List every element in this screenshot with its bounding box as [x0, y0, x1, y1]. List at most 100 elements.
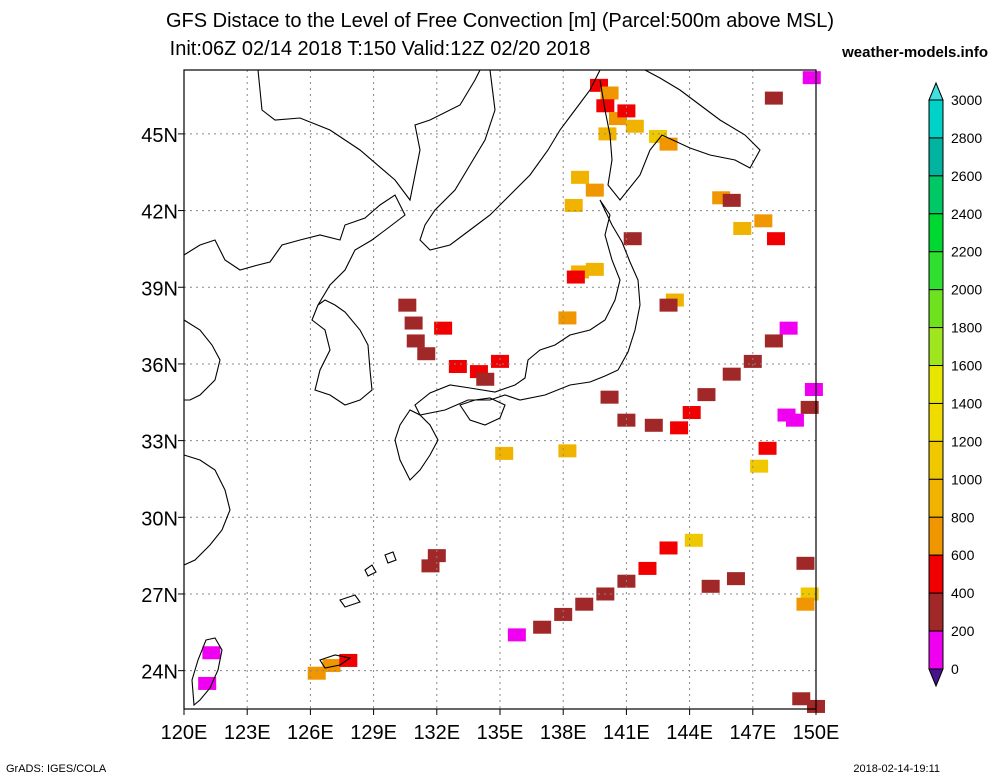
lat-tick-label: 33N [141, 432, 178, 454]
field-cell [670, 421, 689, 435]
field-cell [733, 221, 752, 235]
lon-tick-label: 129E [350, 722, 397, 744]
coastline [384, 551, 397, 564]
coastline [183, 194, 406, 306]
colorbar-label: 2800 [951, 130, 982, 146]
field-cell [554, 607, 573, 621]
colorbar-label: 2600 [951, 168, 982, 184]
coastline [191, 637, 223, 707]
lon-tick-label: 132E [413, 722, 460, 744]
field-cell [421, 559, 440, 573]
lat-tick-label: 24N [141, 662, 178, 684]
coastline [183, 454, 231, 566]
field-cell [307, 666, 326, 680]
field-cell [623, 232, 642, 246]
field-cell [406, 334, 425, 348]
colorbar-segment [928, 99, 944, 139]
field-cell [564, 198, 583, 212]
lat-tick-label: 45N [141, 125, 178, 147]
field-cell [600, 390, 619, 404]
colorbar-segment [928, 630, 944, 670]
coastline [394, 409, 439, 481]
coastline [339, 594, 361, 608]
field-cell [596, 99, 615, 113]
field-cell [434, 321, 453, 335]
field-cell [659, 541, 678, 555]
field-cell [754, 214, 773, 228]
field-cell [198, 676, 217, 690]
colorbar-label: 800 [951, 509, 975, 525]
field-cell [427, 549, 446, 563]
colorbar-label: 400 [951, 585, 975, 601]
colorbar-label: 1200 [951, 433, 982, 449]
lon-tick-label: 144E [666, 722, 713, 744]
field-cell [659, 137, 678, 151]
field-cell [558, 311, 577, 325]
field-cell [571, 170, 590, 184]
colorbar-label: 3000 [951, 92, 982, 108]
colorbar-segment [928, 440, 944, 480]
field-cell [792, 692, 811, 706]
field-cell [448, 359, 467, 373]
lon-tick-label: 141E [603, 722, 650, 744]
chart-title: GFS Distace to the Level of Free Convect… [165, 10, 835, 32]
lon-tick-label: 150E [793, 722, 840, 744]
colorbar-segment [928, 213, 944, 253]
field-cell [404, 316, 423, 330]
footer-credit: GrADS: IGES/COLA [6, 763, 107, 775]
coastline [319, 654, 352, 669]
field-cell [398, 298, 417, 312]
colorbar-label: 2400 [951, 206, 982, 222]
field-cell [585, 262, 604, 276]
coastline [459, 397, 506, 426]
field-cell [659, 298, 678, 312]
field-cell [726, 572, 745, 586]
colorbar-label: 600 [951, 547, 975, 563]
lat-tick-label: 36N [141, 355, 178, 377]
field-cell [617, 413, 636, 427]
field-cell [697, 388, 716, 402]
field-cell [684, 533, 703, 547]
field-cell [617, 104, 636, 118]
field-cell [764, 334, 783, 348]
field-cell [598, 127, 617, 141]
field-cell [800, 400, 819, 414]
field-cell [796, 556, 815, 570]
colorbar-segment [928, 365, 944, 404]
field-cell [682, 406, 701, 420]
colorbar-label: 1400 [951, 395, 982, 411]
chart-subtitle: Init:06Z 02/14 2018 T:150 Valid:12Z 02/2… [169, 38, 591, 60]
field-cell [533, 620, 552, 634]
colorbar-segment [928, 478, 944, 518]
lon-tick-label: 138E [540, 722, 587, 744]
field-cell [507, 628, 526, 642]
colorbar-segment [928, 516, 944, 556]
lat-tick-label: 30N [141, 508, 178, 530]
field-cell [722, 193, 741, 207]
field-cell [758, 441, 777, 455]
field-cell [796, 597, 815, 611]
coastline [414, 199, 641, 416]
field-cell [779, 321, 798, 335]
field-cell [625, 119, 644, 133]
colorbar-segment [928, 289, 944, 329]
colorbar-label: 1600 [951, 358, 982, 374]
colorbar-segment [928, 327, 944, 367]
field-cell [558, 444, 577, 458]
colorbar-segment [928, 251, 944, 291]
colorbar-segment [928, 402, 944, 442]
colorbar-segment [928, 137, 944, 177]
colorbar-segment [928, 175, 944, 215]
colorbar-label: 2200 [951, 244, 982, 260]
colorbar-bottom-arrow [928, 668, 944, 688]
lon-tick-label: 120E [161, 722, 208, 744]
lon-tick-label: 147E [729, 722, 776, 744]
field-cell [322, 659, 341, 673]
field-cell [766, 232, 785, 246]
field-cell [202, 646, 221, 660]
lon-tick-label: 126E [287, 722, 334, 744]
lat-tick-label: 27N [141, 585, 178, 607]
colorbar-top-arrow [928, 81, 944, 101]
footer-timestamp: 2018-02-14-19:11 [853, 763, 940, 775]
field-cell [722, 367, 741, 381]
